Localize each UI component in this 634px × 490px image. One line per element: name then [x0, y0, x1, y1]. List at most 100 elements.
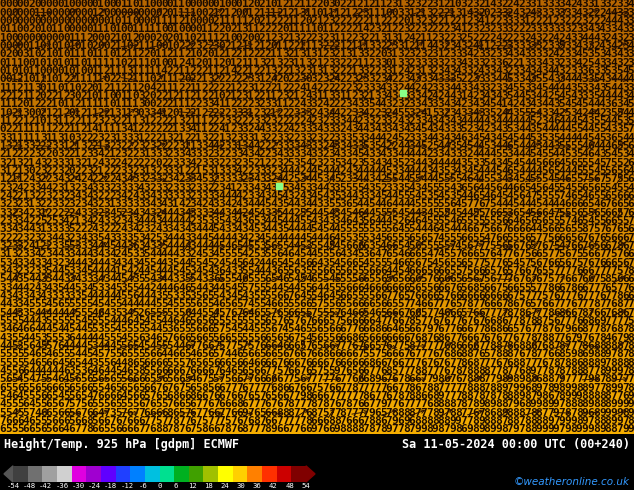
Text: 4: 4 [316, 183, 323, 193]
Text: 6: 6 [380, 283, 387, 293]
Text: 3: 3 [92, 233, 98, 243]
Text: 3: 3 [380, 66, 387, 76]
Text: 1: 1 [409, 7, 415, 18]
Text: 6: 6 [605, 208, 611, 218]
Text: 4: 4 [68, 283, 75, 293]
Text: 8: 8 [501, 366, 508, 376]
Text: 0: 0 [68, 108, 75, 118]
Text: 6: 6 [143, 374, 150, 385]
Text: 0: 0 [150, 32, 156, 43]
Text: 4: 4 [34, 249, 41, 259]
Text: 7: 7 [346, 324, 352, 334]
Text: 6: 6 [276, 266, 283, 276]
Text: 1: 1 [437, 49, 444, 59]
Text: 4: 4 [120, 158, 127, 168]
Text: 3: 3 [397, 7, 404, 18]
Text: 5: 5 [230, 274, 237, 284]
Text: 3: 3 [63, 233, 70, 243]
Text: 4: 4 [219, 233, 225, 243]
Text: 7: 7 [467, 399, 473, 410]
Text: 6: 6 [495, 299, 502, 309]
Text: 4: 4 [0, 291, 6, 301]
Text: 4: 4 [524, 66, 531, 76]
Text: 4: 4 [178, 266, 185, 276]
Text: 7: 7 [242, 341, 249, 351]
Text: 4: 4 [524, 74, 531, 84]
Text: 4: 4 [294, 224, 301, 234]
Text: 6: 6 [628, 199, 634, 209]
Text: 8: 8 [495, 341, 502, 351]
Text: 3: 3 [242, 124, 249, 134]
Text: 5: 5 [443, 174, 450, 184]
Text: 7: 7 [564, 241, 571, 251]
Text: 3: 3 [294, 149, 301, 159]
Text: 5: 5 [530, 116, 536, 126]
Text: 5: 5 [282, 333, 288, 343]
Text: 2: 2 [449, 32, 456, 43]
Text: 6: 6 [536, 266, 542, 276]
Text: 3: 3 [270, 116, 277, 126]
Text: 9: 9 [311, 424, 318, 435]
Text: 4: 4 [437, 249, 444, 259]
Text: 1: 1 [86, 99, 93, 109]
Text: 5: 5 [92, 383, 98, 393]
Text: 5: 5 [0, 391, 6, 401]
Text: 4: 4 [385, 216, 392, 226]
Text: 5: 5 [570, 224, 577, 234]
Text: 7: 7 [305, 374, 312, 385]
Text: 8: 8 [495, 399, 502, 410]
Text: 3: 3 [530, 49, 536, 59]
Text: 6: 6 [316, 333, 323, 343]
Text: 0: 0 [150, 16, 156, 26]
Text: 6: 6 [415, 274, 421, 284]
Text: 6: 6 [201, 324, 208, 334]
Text: 6: 6 [363, 299, 370, 309]
Text: 3: 3 [115, 108, 122, 118]
Text: 2: 2 [368, 32, 375, 43]
Text: 2: 2 [351, 158, 358, 168]
Text: 4: 4 [305, 274, 312, 284]
Text: 9: 9 [587, 374, 594, 385]
Text: 4: 4 [518, 133, 525, 143]
Text: 6: 6 [391, 308, 398, 318]
Text: 1: 1 [74, 57, 81, 68]
Text: 8: 8 [507, 408, 514, 418]
Text: 0: 0 [40, 57, 47, 68]
Text: 5: 5 [86, 299, 93, 309]
Text: 4: 4 [138, 258, 145, 268]
Text: 5: 5 [541, 224, 548, 234]
Text: 3: 3 [628, 16, 634, 26]
Text: -6: -6 [139, 484, 148, 490]
Text: 1: 1 [299, 57, 306, 68]
Text: 5: 5 [68, 408, 75, 418]
Text: 4: 4 [415, 149, 421, 159]
Text: 6: 6 [628, 249, 634, 259]
Text: 8: 8 [495, 383, 502, 393]
Text: 2: 2 [92, 166, 98, 176]
Text: 6: 6 [420, 266, 427, 276]
Text: 3: 3 [489, 124, 496, 134]
Text: 3: 3 [363, 116, 370, 126]
Text: 1: 1 [98, 49, 104, 59]
Text: 7: 7 [478, 258, 484, 268]
Text: 6: 6 [547, 224, 554, 234]
Text: 1: 1 [143, 41, 150, 51]
Text: 2: 2 [270, 158, 277, 168]
Text: 6: 6 [29, 324, 35, 334]
Text: 7: 7 [593, 366, 600, 376]
Text: 6: 6 [385, 324, 392, 334]
Text: 4: 4 [103, 241, 110, 251]
Text: 0: 0 [40, 32, 47, 43]
Text: 2: 2 [322, 16, 329, 26]
Text: 6: 6 [409, 324, 415, 334]
Text: 4: 4 [74, 274, 81, 284]
Text: 5: 5 [340, 299, 346, 309]
Text: 3: 3 [253, 116, 260, 126]
Text: 3: 3 [512, 66, 519, 76]
Text: 3: 3 [346, 49, 352, 59]
Text: 5: 5 [357, 224, 364, 234]
Text: 0: 0 [5, 7, 12, 18]
Text: 3: 3 [415, 91, 421, 101]
Text: 3: 3 [155, 183, 162, 193]
Text: 9: 9 [605, 408, 611, 418]
